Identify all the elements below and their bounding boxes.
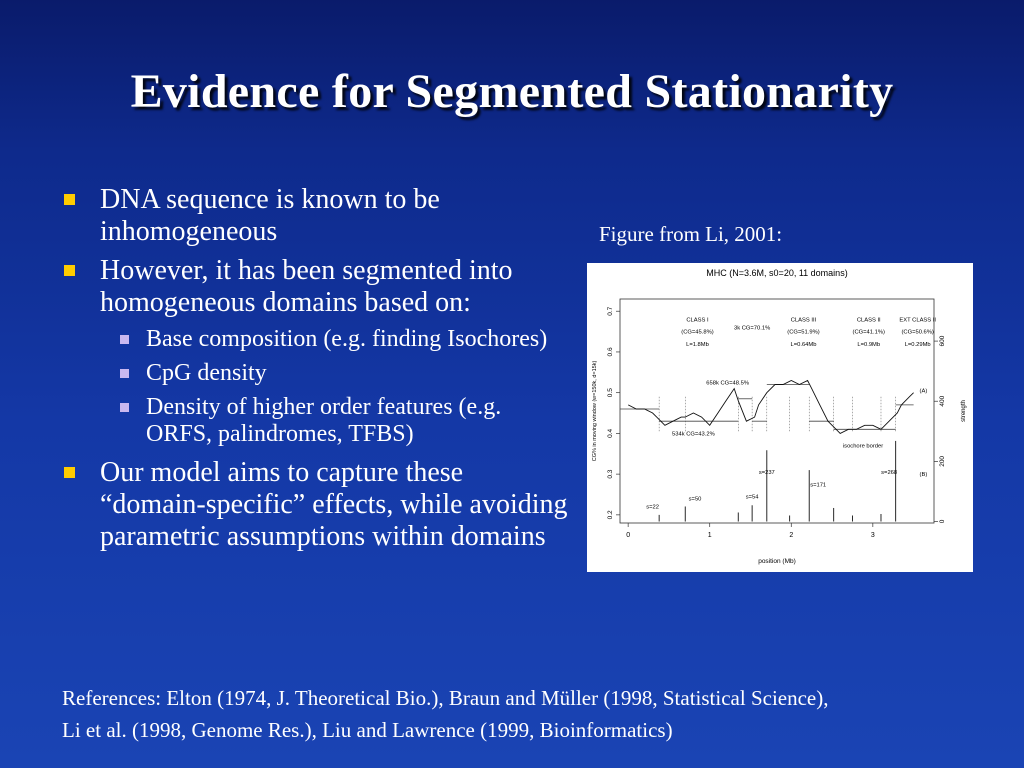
chart-annotation: CLASS II [857,317,881,323]
chart-annotation: (CG=41.1%) [853,330,885,336]
chart-annotation: (B) [920,472,928,478]
sub-bullet-text: Base composition (e.g. finding Isochores… [146,326,548,352]
chart-annotation: L=1.8Mb [686,342,709,348]
chart-annotation: (A) [920,389,928,395]
reference-line: Li et al. (1998, Genome Res.), Liu and L… [62,718,673,742]
slide-title: Evidence for Segmented Stationarity [130,65,894,118]
sub-bullet-item: CpG density [62,360,572,387]
chart-annotation: s=268 [881,470,897,476]
bullet-marker [64,194,75,205]
y-tick-label: 0.4 [607,429,614,438]
x-tick-label: 0 [626,532,630,539]
references: References: Elton (1974, J. Theoretical … [62,682,1002,746]
chart-annotation: EXT CLASS II [899,317,936,323]
chart-annotation: 3k CG=70.1% [734,326,770,332]
chart-annotation: L=0.9Mb [857,342,880,348]
chart-annotation: isochore border [843,444,883,450]
cg-content-chart: MHC (N=3.6M, s0=20, 11 domains) 0 1 2 3 posit… [592,268,967,565]
bullet-item: Our model aims to capture these “domain-… [62,457,572,553]
sub-bullet-list: Base composition (e.g. finding Isochores… [62,326,572,448]
sub-bullet-marker [120,369,129,378]
chart-annotation: 534k CG=43.2% [672,431,715,437]
figure-caption: Figure from Li, 2001: [599,222,783,246]
chart-annotation: s=50 [689,497,702,503]
bullet-marker [64,265,75,276]
bullet-marker [64,467,75,478]
y2-tick-label: 0 [939,519,946,523]
x-tick-label: 3 [871,532,875,539]
bullet-item: However, it has been segmented into homo… [62,255,572,319]
chart-annotation: CLASS III [791,317,817,323]
chart-annotation: s=22 [646,505,659,511]
y-tick-label: 0.6 [607,347,614,356]
chart-annotation: s=237 [759,470,775,476]
y-tick-label: 0.3 [607,469,614,478]
sub-bullet-text: CpG density [146,360,267,386]
y2-tick-label: 400 [939,395,946,406]
x-tick-label: 2 [789,532,793,539]
sub-bullet-marker [120,335,129,344]
reference-line: References: Elton (1974, J. Theoretical … [62,686,829,710]
chart-annotation: (CG=45.8%) [681,330,713,336]
y2-tick-label: 600 [939,335,946,346]
plot-frame [619,298,935,524]
bullet-text: DNA sequence is known to be inhomogeneou… [100,184,440,247]
chart-annotation: CLASS I [686,317,709,323]
bullet-text: Our model aims to capture these “domain-… [100,457,568,552]
chart-annotation: s=171 [810,482,826,488]
sub-bullet-item: Base composition (e.g. finding Isochores… [62,326,572,353]
y-tick-label: 0.5 [607,388,614,397]
sub-bullet-marker [120,403,129,412]
y-tick-label: 0.7 [607,306,614,315]
bullet-list: DNA sequence is known to be inhomogeneou… [62,184,572,560]
sub-bullet-text: Density of higher order features (e.g. O… [146,394,502,447]
chart-annotation: L=0.64Mb [791,342,817,348]
chart-annotation: L=0.29Mb [905,342,931,348]
bullet-text: However, it has been segmented into homo… [100,255,513,318]
chart-annotation: (CG=51.9%) [787,330,819,336]
figure-panel: MHC (N=3.6M, s0=20, 11 domains) 0 1 2 3 posit… [587,263,973,572]
y-tick-label: 0.2 [607,510,614,519]
y2-tick-label: 200 [939,456,946,467]
series-line-cg [627,379,914,434]
x-tick-label: 1 [708,532,712,539]
x-axis-label: position (Mb) [758,558,796,565]
sub-bullet-item: Density of higher order features (e.g. O… [62,394,572,448]
y-axis-label: CG% in moving window (w=150k, d=15k) [592,361,598,462]
chart-annotation: s=54 [746,495,760,501]
chart-title: MHC (N=3.6M, s0=20, 11 domains) [706,268,847,278]
chart-annotation: 658k CG=48.5% [706,381,749,387]
chart-annotation: (CG=50.6%) [901,330,933,336]
y2-axis-label: strength [961,400,967,422]
bullet-item: DNA sequence is known to be inhomogeneou… [62,184,572,248]
